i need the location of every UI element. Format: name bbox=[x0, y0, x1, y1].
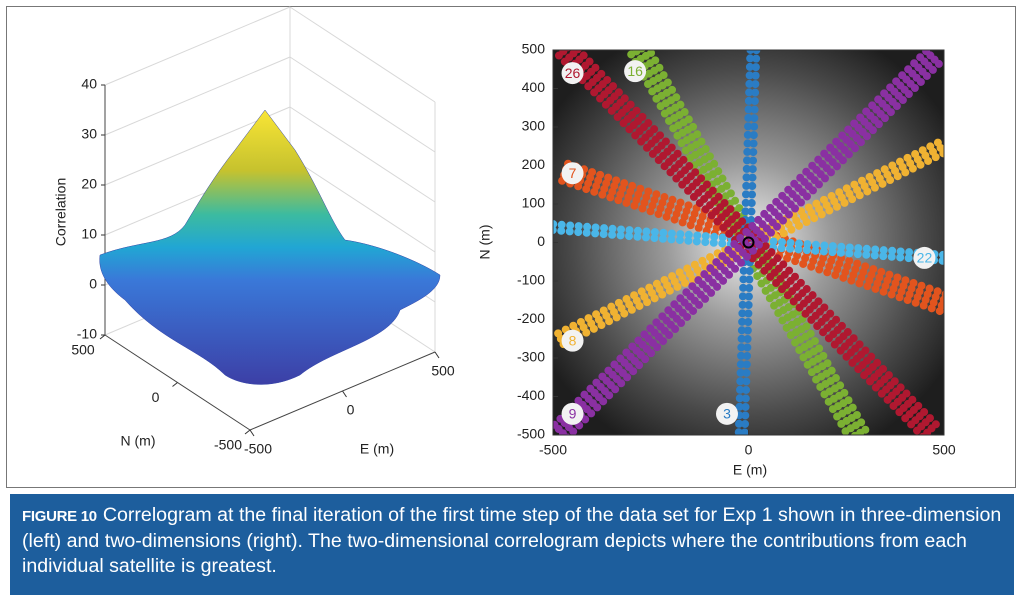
z-tick-label: 10 bbox=[81, 226, 97, 242]
z-tick-label: 0 bbox=[89, 276, 97, 292]
y-tick-label: -500 bbox=[517, 426, 545, 442]
z-tick-label: 30 bbox=[81, 126, 97, 142]
tick-mark bbox=[99, 334, 106, 340]
y-axis-label: N (m) bbox=[121, 433, 156, 449]
x-axis-label: E (m) bbox=[360, 441, 394, 457]
y-tick-label: 500 bbox=[522, 41, 546, 57]
track-dots bbox=[554, 51, 927, 435]
caption: FIGURE 10 Correlogram at the final iterat… bbox=[10, 494, 1014, 595]
track-dots bbox=[553, 50, 933, 429]
y-tick-label: 200 bbox=[522, 156, 546, 172]
grid-line bbox=[289, 156, 436, 253]
tick-mark bbox=[434, 351, 440, 359]
track-dots bbox=[554, 50, 939, 434]
satellite-tracks bbox=[553, 50, 944, 435]
y-tick-label: -200 bbox=[517, 310, 545, 326]
satellite-label: 7 bbox=[569, 165, 577, 181]
track-dots bbox=[564, 56, 944, 435]
tick-mark bbox=[342, 390, 347, 398]
z-tick-label: 40 bbox=[81, 76, 97, 92]
satellite-badge bbox=[624, 60, 647, 83]
x-tick-label: 0 bbox=[745, 442, 753, 458]
tick-mark bbox=[249, 429, 255, 437]
y-tick-label: 0 bbox=[152, 389, 160, 405]
track-dots bbox=[558, 51, 943, 435]
tick-mark bbox=[244, 429, 251, 435]
figure bbox=[6, 6, 1016, 488]
tick-mark bbox=[172, 382, 178, 387]
caption-text: Correlogram at the final iteration of th… bbox=[22, 504, 1002, 577]
y-tick-label: 100 bbox=[522, 195, 546, 211]
grid-line bbox=[289, 56, 436, 153]
z-tick-label: -10 bbox=[77, 326, 97, 342]
y-axis-label: N (m) bbox=[477, 225, 493, 260]
z-axis-label: Correlation bbox=[53, 178, 69, 246]
satellite-badge bbox=[561, 62, 584, 85]
grid-line bbox=[104, 6, 291, 86]
grid-line bbox=[289, 6, 436, 103]
satellite-badge bbox=[561, 329, 584, 352]
x-tick-label: 500 bbox=[431, 363, 455, 379]
x-tick-label: 500 bbox=[932, 442, 956, 458]
grid-line bbox=[289, 106, 436, 203]
y-tick-label: -300 bbox=[517, 349, 545, 365]
x-tick-label: 0 bbox=[347, 402, 355, 418]
surface bbox=[99, 109, 441, 385]
satellite-badge bbox=[561, 402, 584, 425]
y-tick-label: 300 bbox=[522, 118, 546, 134]
satellite-label: 3 bbox=[723, 406, 731, 422]
satellite-label: 8 bbox=[569, 332, 577, 348]
x-axis-label: E (m) bbox=[733, 462, 767, 478]
grid-line bbox=[104, 56, 291, 136]
caption-label: FIGURE 10 bbox=[22, 508, 97, 525]
satellite-badge bbox=[715, 402, 738, 425]
receiver-marker bbox=[742, 236, 755, 249]
track-dots bbox=[573, 50, 944, 433]
figure-graphics: Correlation N (m) E (m) N (m) E (m) -100… bbox=[53, 6, 956, 478]
y-tick-label: 0 bbox=[537, 233, 545, 249]
satellite-label: 22 bbox=[917, 250, 933, 266]
z-tick-label: 20 bbox=[81, 176, 97, 192]
satellite-badge bbox=[913, 246, 936, 269]
satellite-label: 9 bbox=[569, 406, 577, 422]
x-tick-label: -500 bbox=[539, 442, 567, 458]
satellite-badge bbox=[561, 162, 584, 185]
y-tick-label: -500 bbox=[214, 437, 242, 453]
satellite-label: 26 bbox=[565, 65, 581, 81]
y-tick-label: 400 bbox=[522, 79, 546, 95]
satellite-label: 16 bbox=[627, 63, 643, 79]
y-tick-label: -100 bbox=[517, 272, 545, 288]
x-tick-label: -500 bbox=[244, 441, 272, 457]
y-tick-label: -400 bbox=[517, 387, 545, 403]
y-tick-label: 500 bbox=[71, 342, 95, 358]
